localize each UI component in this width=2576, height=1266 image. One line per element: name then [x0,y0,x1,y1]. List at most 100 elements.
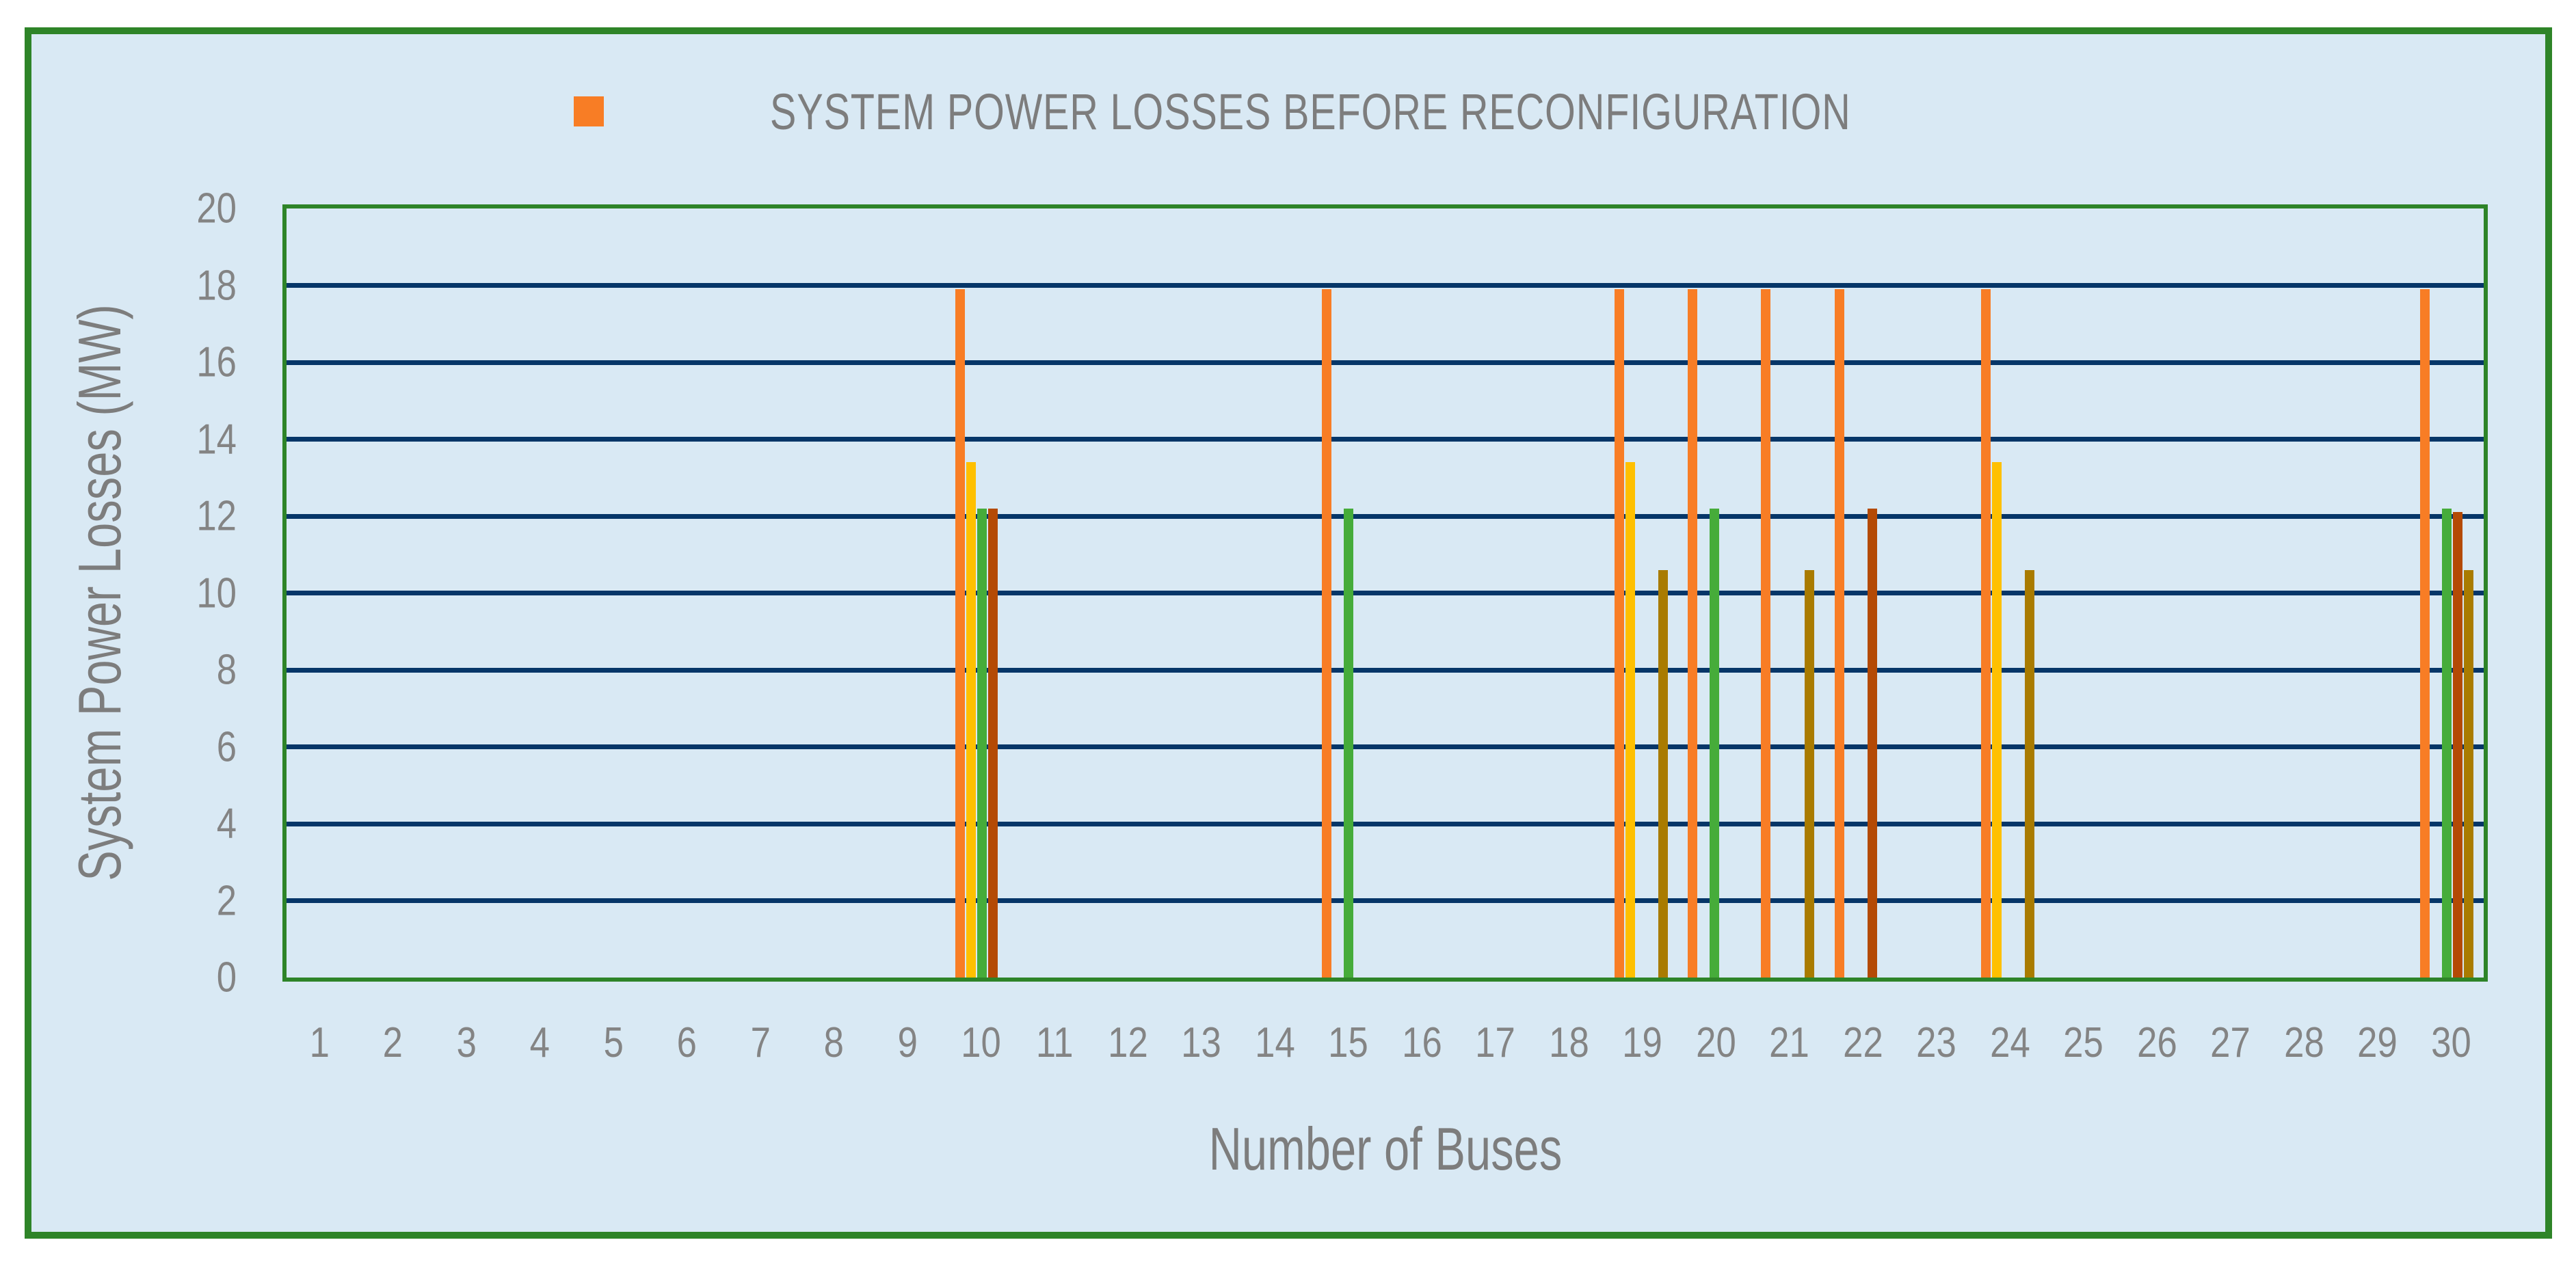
gridline [287,283,2484,288]
bar-slot [1072,208,1082,978]
bar-slot [706,208,716,978]
bar-slot [2285,208,2294,978]
bar-slot [2076,208,2086,978]
bar-slot [1857,208,1866,978]
bar-slot [2464,208,2474,978]
bar-bus-24-series-2 [1991,462,2002,978]
bar-slot [685,208,694,978]
x-tick-label: 17 [1475,1019,1516,1066]
bar-slot [1343,208,1353,978]
bar-slot [999,208,1009,978]
bar-slot [2391,208,2400,978]
legend-swatch [573,96,604,126]
x-tick-label: 19 [1622,1019,1663,1066]
x-tick-label: 3 [456,1019,477,1066]
x-tick-label: 9 [897,1019,918,1066]
bar-slot [1636,208,1646,978]
bar-slot [403,208,412,978]
y-tick-label: 16 [196,338,237,386]
bar-bus-10-series-2 [966,462,977,978]
bar-slot [2201,208,2210,978]
bar-slot [842,208,851,978]
category-bus-24 [1971,208,2044,978]
gridline [287,591,2484,595]
x-tick-label: 24 [1989,1019,2030,1066]
bar-slot [297,208,306,978]
x-tick-label: 8 [823,1019,844,1066]
x-tick-label: 27 [2210,1019,2251,1066]
category-bus-28 [2264,208,2337,978]
bar-slot [330,208,339,978]
bar-slot [1846,208,1855,978]
bar-slot [1406,208,1416,978]
bar-slot [560,208,570,978]
gridline [287,744,2484,749]
x-tick-label: 21 [1769,1019,1810,1066]
bar-slot [1102,208,1112,978]
bar-slot [695,208,705,978]
bar-bus-19-series-2 [1625,462,1636,978]
bar-bus-24-series-1 [1980,289,1991,978]
bar-slot [1501,208,1511,978]
x-tick-label: 13 [1181,1019,1222,1066]
bar-slot [2222,208,2232,978]
bar-slot [1834,208,1844,978]
category-bus-18 [1532,208,1605,978]
bar-slot [1930,208,1939,978]
category-bus-21 [1751,208,1824,978]
bar-slot [1710,208,1720,978]
category-bus-23 [1898,208,1971,978]
bar-slot [2431,208,2441,978]
bar-slot [1176,208,1185,978]
bar-slot [1479,208,1489,978]
bar-bus-21-series-5 [1805,569,1815,978]
bar-slot [465,208,475,978]
bar-slot [2003,208,2013,978]
bar-bus-10-series-3 [977,508,987,978]
x-tick-label: 11 [1035,1019,1074,1066]
x-tick-label: 25 [2063,1019,2104,1066]
bar-slot [2160,208,2170,978]
bar-slot [2233,208,2243,978]
bar-slot [1355,208,1364,978]
bar-slot [977,208,987,978]
bar-series-container [287,208,2484,978]
bar-slot [1647,208,1657,978]
bar-bus-20-series-1 [1688,289,1698,978]
bar-slot [527,208,537,978]
bar-slot [1512,208,1522,978]
x-tick-label: 5 [603,1019,624,1066]
bar-bus-22-series-4 [1867,508,1877,978]
bar-slot [2296,208,2305,978]
bar-slot [1146,208,1156,978]
bar-slot [747,208,756,978]
bar-slot [476,208,486,978]
bar-slot [2138,208,2148,978]
bar-slot [966,208,977,978]
bar-slot [1249,208,1258,978]
bar-slot [780,208,789,978]
category-bus-7 [726,208,799,978]
bar-slot [1783,208,1792,978]
bar-slot [1541,208,1551,978]
bar-slot [2420,208,2430,978]
category-bus-20 [1678,208,1751,978]
bar-slot [319,208,328,978]
bar-slot [1124,208,1134,978]
bar-slot [589,208,599,978]
bar-slot [2380,208,2389,978]
bar-slot [1395,208,1405,978]
x-tick-label: 16 [1401,1019,1442,1066]
bar-slot [2318,208,2327,978]
bar-slot [1260,208,1269,978]
bar-slot [1980,208,1991,978]
bar-slot [622,208,632,978]
bar-slot [853,208,862,978]
bar-slot [2274,208,2283,978]
x-tick-label: 4 [529,1019,550,1066]
bar-slot [2212,208,2221,978]
bar-slot [882,208,892,978]
bar-slot [2014,208,2023,978]
bar-slot [1615,208,1625,978]
bar-slot [893,208,903,978]
